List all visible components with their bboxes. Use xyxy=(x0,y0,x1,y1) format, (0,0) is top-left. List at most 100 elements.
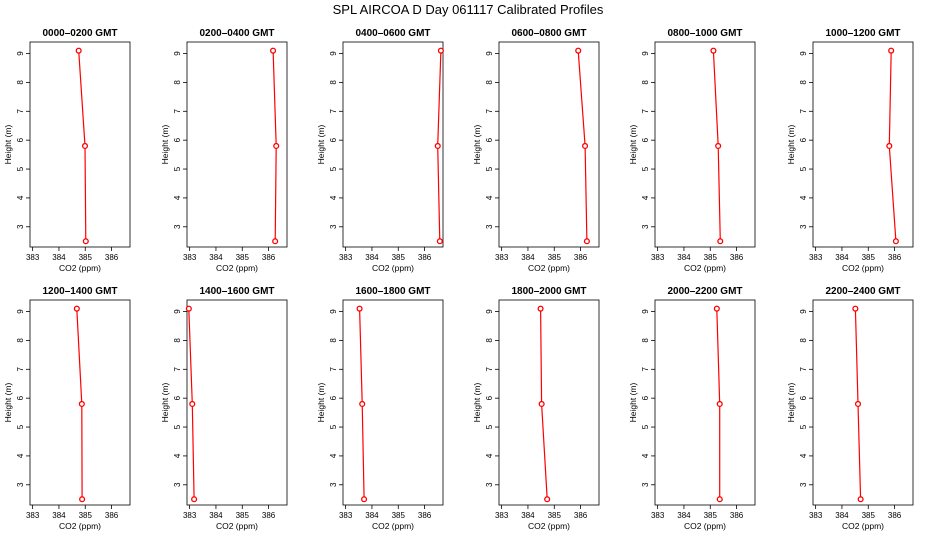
plot-frame xyxy=(498,299,600,506)
data-point xyxy=(191,496,198,503)
x-tick-label: 384 xyxy=(52,253,66,262)
data-point xyxy=(886,142,893,149)
profile-panel: 2200–2400 GMT 383 384 385 386 3 4 5 6 7 8 9 CO2 (ppm… xyxy=(786,286,914,531)
data-point xyxy=(575,47,582,54)
y-tick-label: 8 xyxy=(16,338,25,343)
y-tick-label: 7 xyxy=(173,367,182,372)
data-point xyxy=(272,238,279,245)
y-tick-label: 8 xyxy=(173,338,182,343)
y-tick-label: 3 xyxy=(485,482,494,487)
panel-title: 0400–0600 GMT xyxy=(355,28,430,39)
panel-title: 0000–0200 GMT xyxy=(42,28,117,39)
y-axis-label: Height (m) xyxy=(316,383,326,423)
plot-frame xyxy=(29,299,131,506)
x-tick-label: 385 xyxy=(862,253,876,262)
data-point xyxy=(185,305,192,312)
y-tick-label: 9 xyxy=(16,309,25,314)
y-axis-label: Height (m) xyxy=(160,125,170,165)
y-tick-label: 3 xyxy=(16,482,25,487)
y-axis-label: Height (m) xyxy=(316,125,326,165)
y-tick-label: 6 xyxy=(485,137,494,142)
y-tick-label: 9 xyxy=(173,309,182,314)
x-tick-label: 386 xyxy=(730,253,744,262)
plot-frame xyxy=(812,41,914,248)
y-axis-label: Height (m) xyxy=(786,125,796,165)
x-tick-label: 385 xyxy=(236,253,250,262)
y-tick-label: 4 xyxy=(173,195,182,200)
data-point xyxy=(434,142,441,149)
y-tick-label: 4 xyxy=(329,453,338,458)
y-tick-label: 7 xyxy=(329,367,338,372)
x-tick-label: 384 xyxy=(677,253,691,262)
y-tick-label: 7 xyxy=(16,109,25,114)
y-tick-label: 8 xyxy=(485,338,494,343)
y-tick-label: 3 xyxy=(329,482,338,487)
y-tick-label: 5 xyxy=(485,166,494,171)
figure-title: SPL AIRCOA D Day 061117 Calibrated Profi… xyxy=(333,2,604,17)
x-tick-label: 384 xyxy=(835,253,849,262)
y-tick-label: 9 xyxy=(799,51,808,56)
panel-title: 1400–1600 GMT xyxy=(199,286,274,297)
panel-title: 1000–1200 GMT xyxy=(825,28,900,39)
plot-frame xyxy=(342,41,444,248)
y-axis-label: Height (m) xyxy=(3,383,13,423)
x-tick-label: 385 xyxy=(548,511,562,520)
x-axis-label: CO2 (ppm) xyxy=(528,521,570,531)
x-axis-label: CO2 (ppm) xyxy=(684,263,726,273)
x-axis-label: CO2 (ppm) xyxy=(372,263,414,273)
x-axis-label: CO2 (ppm) xyxy=(216,263,258,273)
data-point xyxy=(436,238,443,245)
y-tick-label: 4 xyxy=(16,453,25,458)
y-tick-label: 7 xyxy=(485,367,494,372)
x-axis-label: CO2 (ppm) xyxy=(59,521,101,531)
y-tick-label: 4 xyxy=(485,195,494,200)
y-tick-label: 5 xyxy=(173,424,182,429)
plot-frame xyxy=(498,41,600,248)
y-tick-label: 9 xyxy=(641,51,650,56)
y-tick-label: 6 xyxy=(173,137,182,142)
y-tick-label: 7 xyxy=(485,109,494,114)
data-point xyxy=(75,47,82,54)
x-tick-label: 386 xyxy=(418,253,432,262)
panel-title: 2200–2400 GMT xyxy=(825,286,900,297)
y-tick-label: 9 xyxy=(641,309,650,314)
x-tick-label: 384 xyxy=(677,511,691,520)
x-tick-label: 386 xyxy=(730,511,744,520)
x-tick-label: 386 xyxy=(262,511,276,520)
y-tick-label: 5 xyxy=(799,424,808,429)
data-point xyxy=(852,305,859,312)
y-tick-label: 6 xyxy=(641,137,650,142)
y-tick-label: 7 xyxy=(641,109,650,114)
x-tick-label: 385 xyxy=(704,511,718,520)
panel-title: 0600–0800 GMT xyxy=(511,28,586,39)
y-tick-label: 4 xyxy=(329,195,338,200)
x-tick-label: 384 xyxy=(52,511,66,520)
plot-frame xyxy=(654,299,756,506)
y-tick-label: 5 xyxy=(16,166,25,171)
y-tick-label: 8 xyxy=(641,80,650,85)
profile-panel: 1000–1200 GMT 383 384 385 386 3 4 5 6 7 8 9 CO2 (ppm… xyxy=(786,28,914,273)
x-tick-label: 386 xyxy=(418,511,432,520)
x-tick-label: 386 xyxy=(105,253,119,262)
x-tick-label: 384 xyxy=(521,511,535,520)
data-point xyxy=(79,496,86,503)
y-axis-label: Height (m) xyxy=(472,383,482,423)
y-tick-label: 5 xyxy=(16,424,25,429)
plot-frame xyxy=(812,299,914,506)
x-tick-label: 383 xyxy=(809,511,823,520)
x-tick-label: 385 xyxy=(79,511,93,520)
x-tick-label: 385 xyxy=(79,253,93,262)
x-axis-label: CO2 (ppm) xyxy=(216,521,258,531)
x-tick-label: 383 xyxy=(809,253,823,262)
y-tick-label: 6 xyxy=(173,395,182,400)
data-point xyxy=(716,496,723,503)
x-tick-label: 383 xyxy=(26,253,40,262)
y-tick-label: 6 xyxy=(641,395,650,400)
data-point xyxy=(544,496,551,503)
data-point xyxy=(189,400,196,407)
y-tick-label: 5 xyxy=(329,424,338,429)
x-tick-label: 384 xyxy=(209,253,223,262)
y-tick-label: 9 xyxy=(16,51,25,56)
x-tick-label: 386 xyxy=(888,511,902,520)
